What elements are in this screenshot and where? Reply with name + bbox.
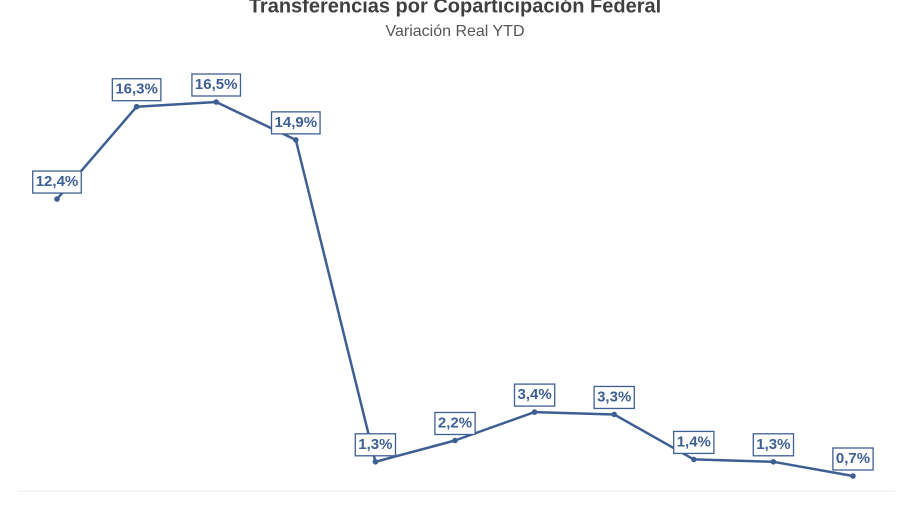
data-label-box [434,411,476,436]
data-label-box [32,170,82,194]
data-label-box [354,433,397,457]
data-label-box [191,73,242,97]
data-label-box [513,383,556,407]
data-label-box [832,447,874,471]
data-label-box [593,385,635,410]
data-label-text: 3,3% [597,388,631,405]
data-label: 1,3% [354,433,397,457]
point [691,456,697,463]
data-label-text: 1,4% [677,433,711,450]
data-label: 14,9% [270,111,321,135]
point [611,411,617,418]
point [54,196,60,202]
data-label: 1,4% [673,430,715,455]
point [452,437,458,444]
data-label: 0,7% [832,447,874,471]
point [133,103,140,110]
data-label: 3,3% [593,385,635,410]
data-label-text: 14,9% [275,114,318,131]
data-label: 16,5% [191,73,242,97]
point [531,409,538,415]
data-label-box [270,111,321,135]
point [213,99,219,105]
data-label-text: 3,4% [517,386,551,403]
chart-subtitle: Variación Real YTD [385,23,524,40]
data-label-text: 1,3% [358,436,392,453]
data-label-text: 12,4% [36,173,79,190]
data-label-box [111,78,162,102]
data-label-text: 2,2% [438,414,472,431]
point [770,458,777,465]
data-label: 3,4% [513,383,556,407]
data-label-text: 0,7% [836,450,870,467]
data-label: 12,4% [32,170,82,194]
data-label: 1,3% [752,433,795,457]
data-label-box [673,430,715,455]
data-label-text: 16,3% [115,81,158,98]
data-label-box [752,433,795,457]
point [372,458,379,465]
data-label-text: 1,3% [756,436,790,453]
point [293,137,299,143]
point [850,473,856,479]
chart-title: Transferencias por Coparticipación Feder… [249,0,661,17]
data-label: 16,3% [111,78,162,102]
data-label-text: 16,5% [195,76,238,93]
data-label: 2,2% [434,411,476,436]
